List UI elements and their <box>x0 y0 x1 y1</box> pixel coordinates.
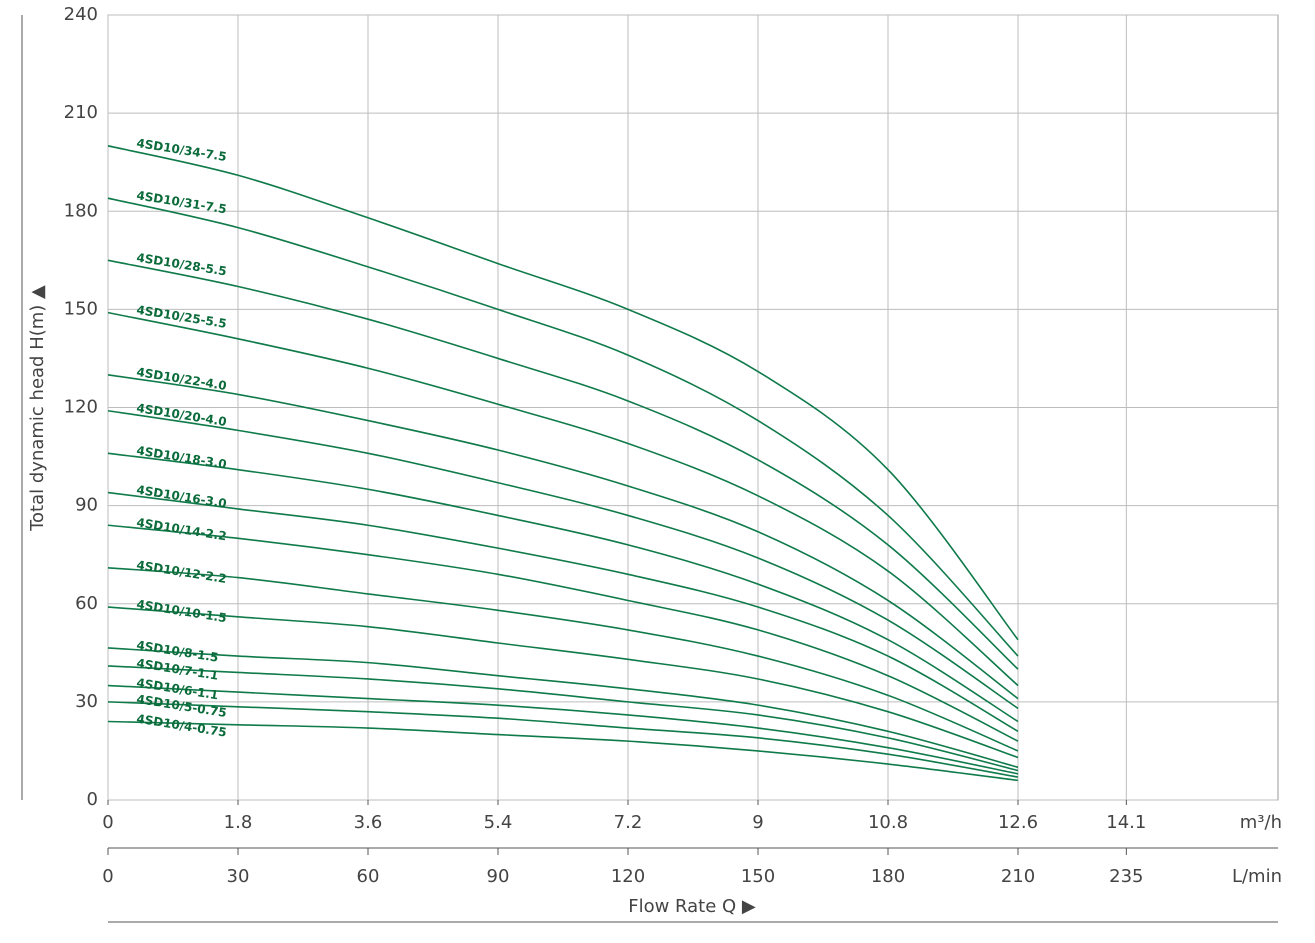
x-tick-label: 235 <box>1109 866 1143 887</box>
y-tick-label: 210 <box>64 102 98 123</box>
curve-label: 4SD10/31-7.5 <box>136 188 228 216</box>
curve-label: 4SD10/18-3.0 <box>136 443 228 471</box>
curve-label: 4SD10/20-4.0 <box>136 401 228 429</box>
x-tick-label: 0 <box>102 866 113 887</box>
curve <box>107 259 1019 670</box>
x2-tick-label: 5.4 <box>484 812 513 833</box>
curve <box>107 197 1019 657</box>
y-axis-title: Total dynamic head H(m) ▲ <box>27 285 48 532</box>
curve <box>107 145 1019 641</box>
y-tick-label: 60 <box>75 593 98 614</box>
x-tick-label: 60 <box>357 866 380 887</box>
curve-label: 4SD10/12-2.2 <box>136 558 228 586</box>
x2-tick-label: 10.8 <box>868 812 908 833</box>
y-tick-label: 120 <box>64 397 98 418</box>
curve <box>107 701 1019 778</box>
curve-label: 4SD10/16-3.0 <box>136 483 228 511</box>
curve <box>107 566 1019 752</box>
x2-unit: m³/h <box>1240 812 1282 833</box>
curve <box>107 491 1019 733</box>
curve <box>107 606 1019 759</box>
curve <box>107 311 1019 687</box>
y-tick-label: 180 <box>64 200 98 221</box>
curve <box>107 720 1019 782</box>
y-tick-label: 150 <box>64 298 98 319</box>
curve <box>107 374 1019 700</box>
curve <box>107 409 1019 710</box>
x-tick-label: 30 <box>227 866 250 887</box>
x-tick-label: 210 <box>1001 866 1035 887</box>
x2-tick-label: 9 <box>752 812 763 833</box>
x-axis-title: Flow Rate Q ▶ <box>628 896 756 917</box>
curve <box>107 665 1019 772</box>
curve <box>107 647 1019 769</box>
x2-tick-label: 12.6 <box>998 812 1038 833</box>
x2-tick-label: 14.1 <box>1106 812 1146 833</box>
y-tick-label: 240 <box>64 4 98 25</box>
x-tick-label: 150 <box>741 866 775 887</box>
x2-tick-label: 3.6 <box>354 812 383 833</box>
x2-tick-label: 1.8 <box>224 812 253 833</box>
curve-label: 4SD10/10-1.5 <box>136 597 228 625</box>
curve-label: 4SD10/22-4.0 <box>136 365 228 393</box>
curve <box>107 684 1019 775</box>
y-tick-label: 30 <box>75 691 98 712</box>
x2-tick-label: 7.2 <box>614 812 643 833</box>
curve-label: 4SD10/34-7.5 <box>136 136 228 164</box>
x-tick-label: 180 <box>871 866 905 887</box>
curve <box>107 524 1019 742</box>
x-unit: L/min <box>1232 866 1282 887</box>
curve-label: 4SD10/14-2.2 <box>136 515 228 543</box>
x2-tick-label: 0 <box>102 812 113 833</box>
y-tick-label: 90 <box>75 495 98 516</box>
curve <box>107 452 1019 723</box>
x-tick-label: 120 <box>611 866 645 887</box>
x-tick-label: 90 <box>487 866 510 887</box>
y-tick-label: 0 <box>87 789 98 810</box>
